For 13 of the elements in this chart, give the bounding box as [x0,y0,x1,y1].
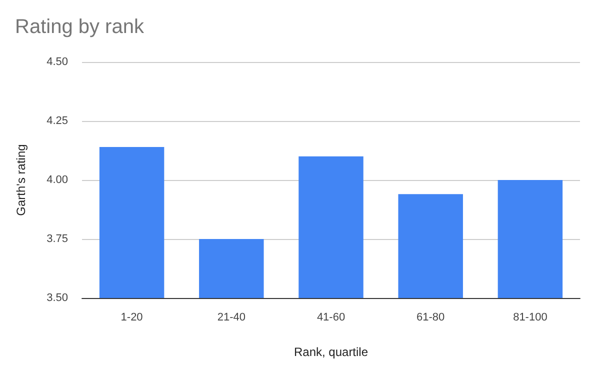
x-tick-label: 41-60 [316,312,346,324]
y-tick-label: 4.00 [46,174,68,186]
y-tick-label: 3.50 [46,292,68,304]
x-axis-title: Rank, quartile [294,345,368,359]
y-tick-label: 3.75 [46,233,68,245]
y-tick-label: 4.25 [46,115,68,127]
x-tick-label: 61-80 [416,312,445,324]
x-tick-label: 21-40 [217,312,246,324]
x-tick-label: 1-20 [120,312,143,324]
chart-title: Rating by rank [15,16,145,38]
x-tick-label: 81-100 [513,312,548,324]
y-tick-label: 4.50 [46,56,68,68]
y-axis-title: Garth's rating [14,144,28,216]
